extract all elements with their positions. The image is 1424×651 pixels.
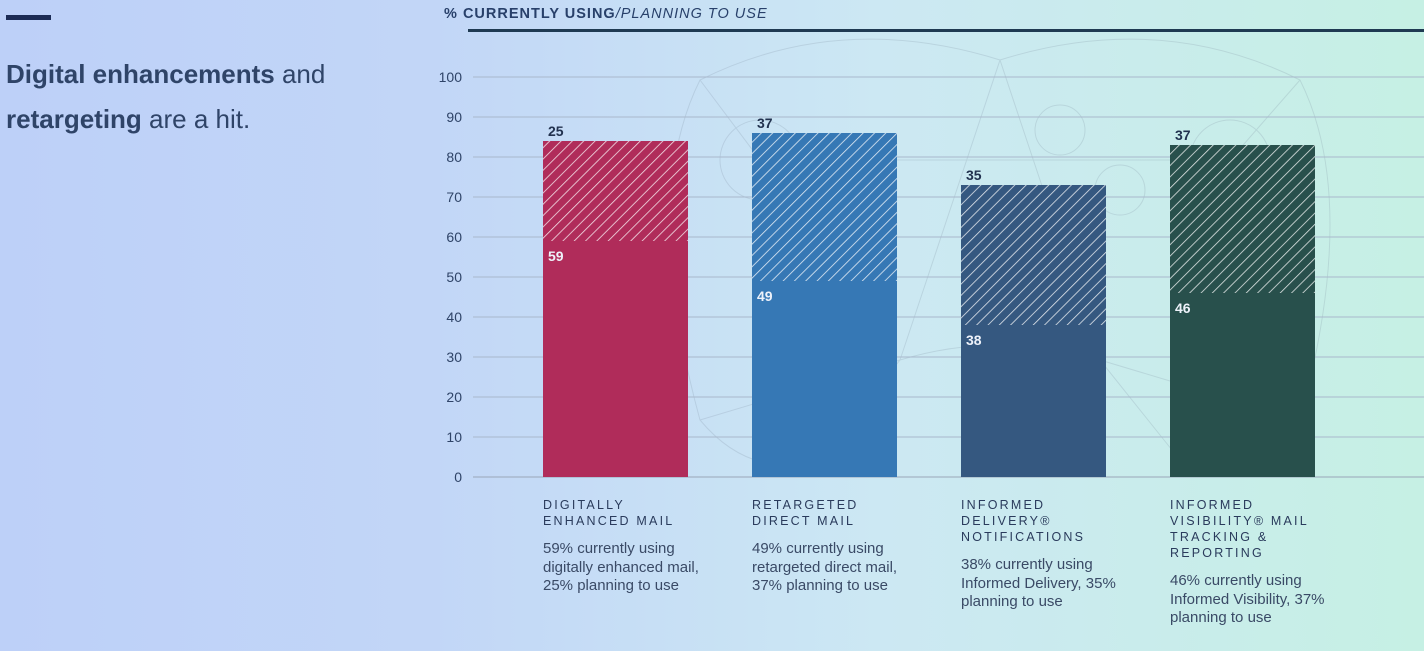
bar-current-using xyxy=(752,281,897,477)
y-tick-label: 50 xyxy=(446,269,462,285)
category-block: DIGITALLY ENHANCED MAIL 59% currently usi… xyxy=(543,497,703,596)
category-description: 59% currently using digitally enhanced m… xyxy=(543,540,699,594)
bar-planning-hatch xyxy=(752,133,897,281)
y-tick-label: 90 xyxy=(446,109,462,125)
y-tick-label: 80 xyxy=(446,149,462,165)
data-label-planning: 37 xyxy=(1175,127,1191,143)
chart-heading-currently: CURRENTLY USING xyxy=(462,6,616,22)
x-category-label: INFORMED VISIBILITY® MAIL TRACKING & REP… xyxy=(1170,498,1309,560)
bar-planning-hatch xyxy=(1170,145,1315,293)
category-description: 49% currently using retargeted direct ma… xyxy=(752,540,898,594)
bar-current-using xyxy=(961,325,1106,477)
y-tick-label: 30 xyxy=(446,349,462,365)
bar-planning-hatch xyxy=(543,141,688,241)
y-tick-label: 40 xyxy=(446,309,462,325)
category-block: RETARGETED DIRECT MAIL 49% currently usin… xyxy=(752,497,912,596)
data-label-planning: 35 xyxy=(966,167,982,183)
data-label-current: 59 xyxy=(548,248,564,264)
category-description: 38% currently using Informed Delivery, 3… xyxy=(961,556,1116,610)
chart-heading: % CURRENTLY USING/PLANNING TO USE xyxy=(444,6,768,22)
headline-bold-2: retargeting xyxy=(6,104,142,134)
x-category-label: DIGITALLY ENHANCED MAIL xyxy=(543,498,675,528)
category-block: INFORMED DELIVERY® NOTIFICATIONS 38% curr… xyxy=(961,497,1121,612)
headline: Digital enhancements and retargeting are… xyxy=(6,52,386,142)
heading-rule xyxy=(468,29,1424,32)
accent-bar xyxy=(6,15,51,20)
y-tick-label: 20 xyxy=(446,389,462,405)
data-label-planning: 37 xyxy=(757,115,773,131)
y-tick-label: 70 xyxy=(446,189,462,205)
y-tick-label: 100 xyxy=(439,69,463,85)
bar-current-using xyxy=(1170,293,1315,477)
category-block: INFORMED VISIBILITY® MAIL TRACKING & REP… xyxy=(1170,497,1330,628)
y-tick-label: 0 xyxy=(454,469,462,485)
data-label-planning: 25 xyxy=(548,123,564,139)
y-tick-label: 60 xyxy=(446,229,462,245)
x-category-label: RETARGETED DIRECT MAIL xyxy=(752,498,859,528)
category-description: 46% currently using Informed Visibility,… xyxy=(1170,572,1325,626)
headline-bold-1: Digital enhancements xyxy=(6,59,275,89)
x-category-label: INFORMED DELIVERY® NOTIFICATIONS xyxy=(961,498,1086,544)
data-label-current: 49 xyxy=(757,288,773,304)
headline-text-1: and xyxy=(274,59,326,89)
data-label-current: 38 xyxy=(966,332,982,348)
bar-planning-hatch xyxy=(961,185,1106,325)
headline-text-2: are a hit. xyxy=(141,104,251,134)
chart-heading-planning: /PLANNING TO USE xyxy=(615,6,768,22)
y-tick-label: 10 xyxy=(446,429,462,445)
chart-heading-percent: % xyxy=(444,6,458,22)
data-label-current: 46 xyxy=(1175,300,1191,316)
bar-current-using xyxy=(543,241,688,477)
